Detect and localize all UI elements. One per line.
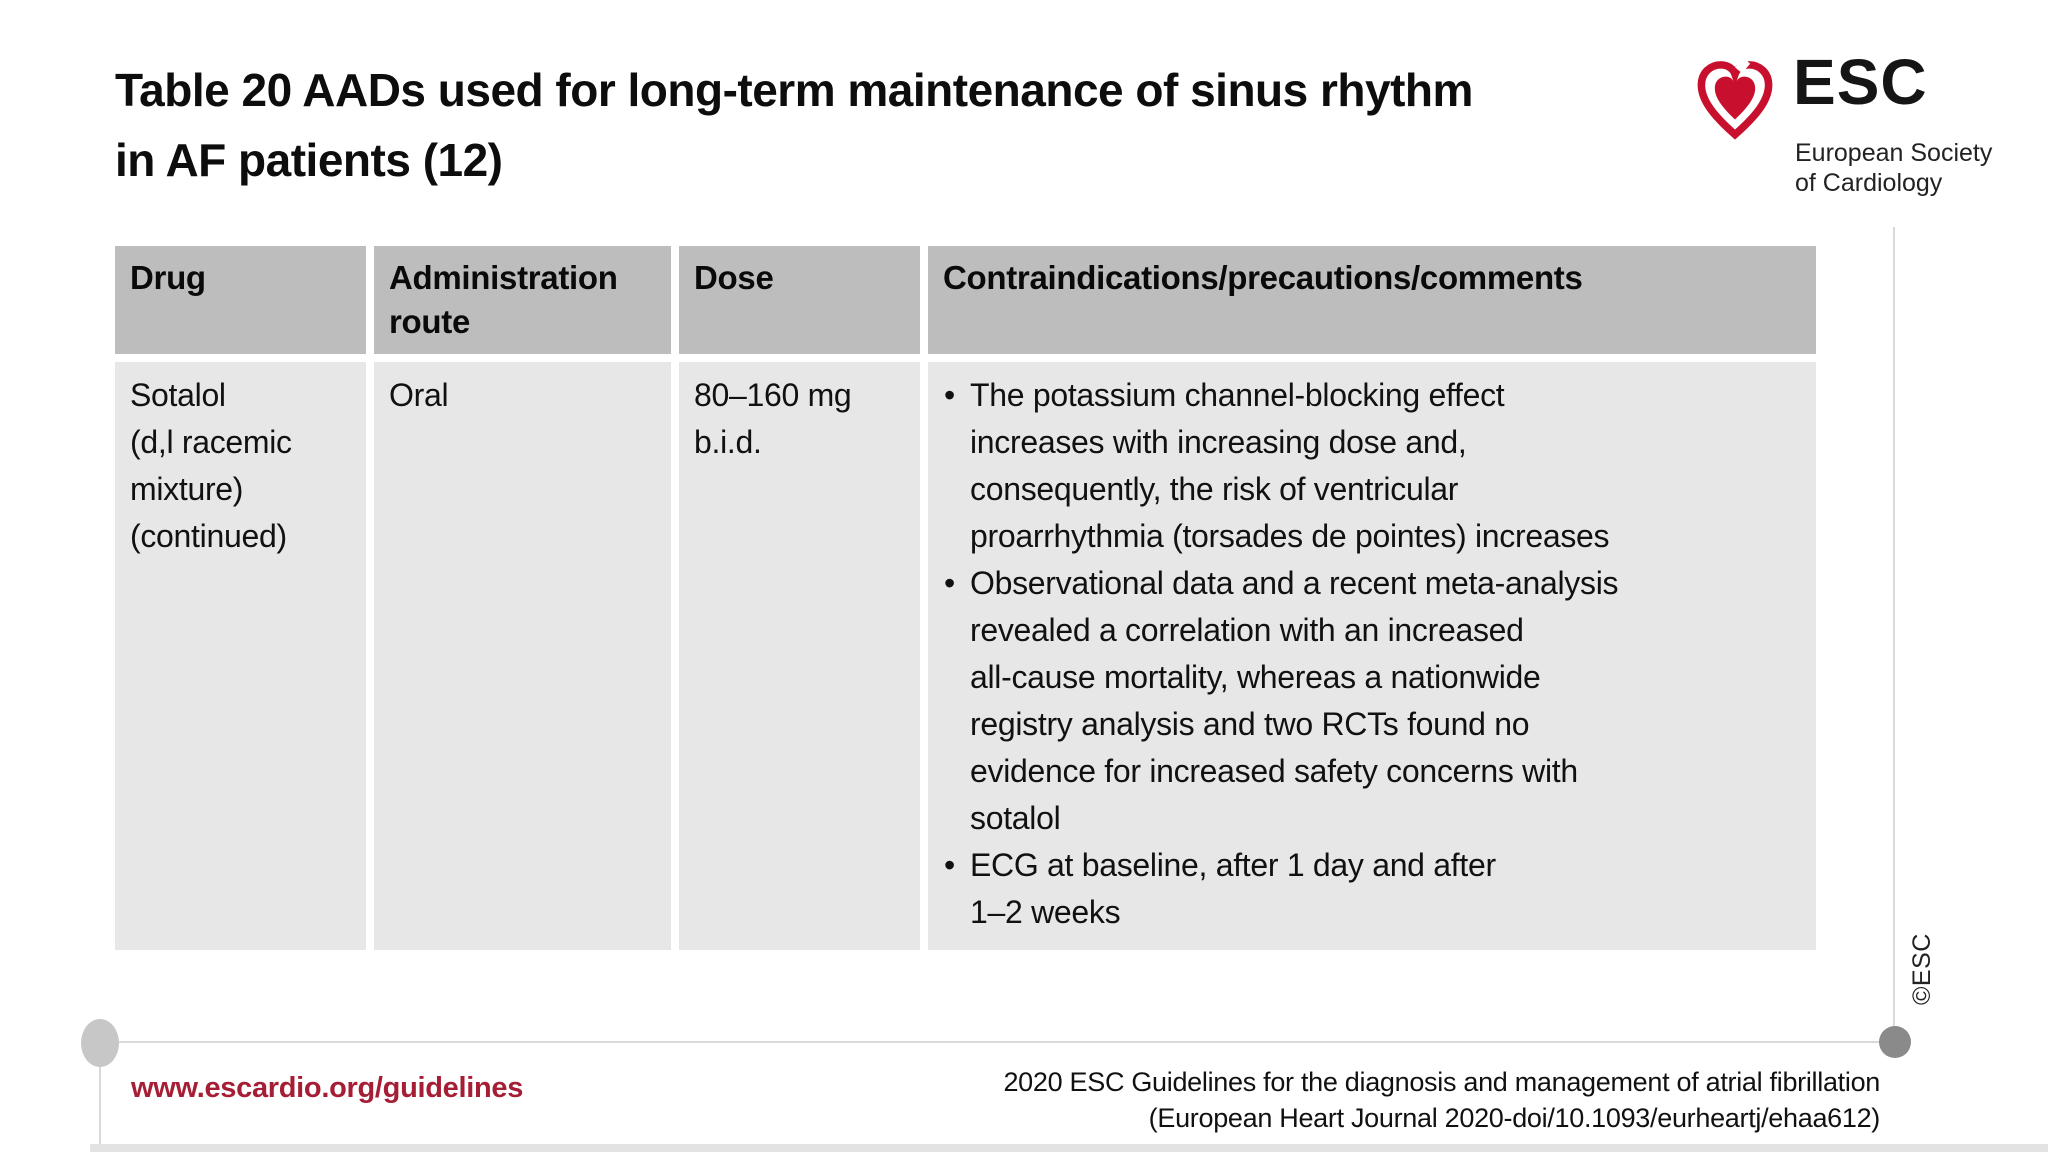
page-title: Table 20 AADs used for long-term mainten… xyxy=(115,64,1473,186)
cell-administration-route: Oral xyxy=(374,362,671,950)
reference-line2: (European Heart Journal 2020-doi/10.1093… xyxy=(1148,1103,1881,1133)
bullet-item: ECG at baseline, after 1 day and after 1… xyxy=(943,842,1801,936)
footer-left-vertical-divider xyxy=(99,1062,101,1152)
esc-logo-abbr: ESC xyxy=(1793,46,1928,118)
column-header-administration-route: Administration route xyxy=(374,246,671,354)
bullet-item: The potassium channel-blocking effect in… xyxy=(943,372,1801,560)
aad-table: Drug Administration route Dose Contraind… xyxy=(115,246,1816,950)
esc-logo-name: European Society of Cardiology xyxy=(1795,138,1992,198)
column-header-drug: Drug xyxy=(115,246,366,354)
column-header-contraindications: Contraindications/precautions/comments xyxy=(928,246,1816,354)
esc-logo-name-line1: European Society xyxy=(1795,139,1993,167)
footer-left-circle-decoration xyxy=(81,1019,119,1067)
bullet-item: Observational data and a recent meta-ana… xyxy=(943,560,1801,842)
right-vertical-divider xyxy=(1893,227,1895,1027)
bottom-edge-bar xyxy=(90,1144,2048,1152)
copyright-vertical-label: ©ESC xyxy=(1908,933,1936,1005)
footer-right-circle-decoration xyxy=(1879,1026,1911,1058)
esc-logo-name-line2: of Cardiology xyxy=(1795,169,1943,197)
cell-dose: 80–160 mg b.i.d. xyxy=(679,362,920,950)
guidelines-link[interactable]: www.escardio.org/guidelines xyxy=(131,1072,524,1104)
contraindications-bullet-list: The potassium channel-blocking effect in… xyxy=(943,372,1801,936)
column-header-dose: Dose xyxy=(679,246,920,354)
esc-logo: ESC European Society of Cardiology xyxy=(1693,48,2023,208)
reference-line1: 2020 ESC Guidelines for the diagnosis an… xyxy=(1003,1067,1880,1097)
esc-heart-icon xyxy=(1697,58,1773,140)
cell-contraindications: The potassium channel-blocking effect in… xyxy=(928,362,1816,950)
cell-drug: Sotalol (d,l racemic mixture) (continued… xyxy=(115,362,366,950)
footer-horizontal-divider xyxy=(100,1041,1895,1043)
reference-citation: 2020 ESC Guidelines for the diagnosis an… xyxy=(1003,1064,1880,1136)
